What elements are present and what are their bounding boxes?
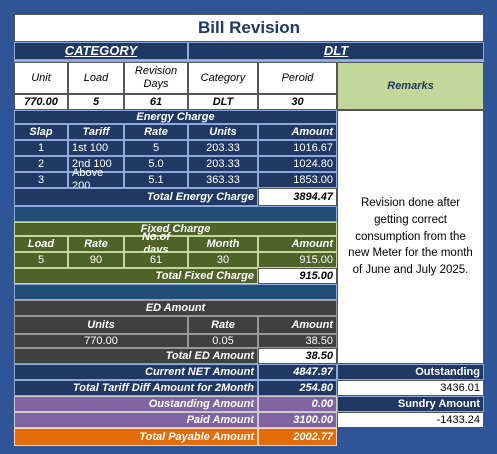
fixed-cell: 30 [188,252,258,268]
energy-cell: Above 200 [68,167,124,192]
total-value: 3894.47 [258,188,337,206]
category-value: DLT [188,42,484,60]
summary-value: 2002.77 [258,428,337,446]
section-title: ED Amount [14,300,337,316]
energy-cell: 5.0 [124,156,188,172]
spacer [14,284,337,300]
remarks-text: Revision done after getting correct cons… [337,110,484,364]
fixed-cell: 5 [14,252,68,268]
total-label: Total ED Amount [14,348,258,364]
info-header: Load [68,62,124,94]
info-value: 61 [124,94,188,110]
column-header: Amount [258,236,337,252]
energy-cell: 2nd 100 [68,156,124,172]
spacer [14,60,484,62]
column-header: Tariff [68,124,124,140]
summary-label: Oustanding Amount [14,396,258,412]
category-label: CATEGORY [14,42,188,60]
info-header: Unit [14,62,68,94]
side-label: Sundry Amount [337,396,484,412]
info-value: 30 [258,94,337,110]
energy-cell: 1st 100 [68,140,124,156]
energy-cell: 2 [14,156,68,172]
total-label: Total Fixed Charge [14,268,258,284]
spacer [14,206,337,222]
info-header: Category [188,62,258,94]
column-header: Rate [68,236,124,252]
energy-cell: 1024.80 [258,156,337,172]
energy-cell: 1853.00 [258,172,337,188]
energy-cell: 1 [14,140,68,156]
column-header: Units [188,124,258,140]
section-title: Fixed Charge [14,222,337,236]
side-value: 3436.01 [337,380,484,396]
title: Bill Revision [14,14,484,42]
side-value: -1433.24 [337,412,484,428]
energy-cell: 203.33 [188,140,258,156]
energy-cell: 5.1 [124,172,188,188]
remarks-title: Remarks [337,62,484,110]
info-value: DLT [188,94,258,110]
fixed-cell: 915.00 [258,252,337,268]
info-header: Peroid [258,62,337,94]
energy-cell: 5 [124,140,188,156]
summary-label: Total Payable Amount [14,428,258,446]
total-label: Total Energy Charge [14,188,258,206]
column-header: Amount [258,124,337,140]
info-value: 770.00 [14,94,68,110]
ed-cell: 770.00 [14,334,188,348]
column-header: Rate [124,124,188,140]
column-header: Load [14,236,68,252]
side-label: Outstanding [337,364,484,380]
ed-cell: 38.50 [258,334,337,348]
column-header: Rate [188,316,258,334]
summary-value: 254.80 [258,380,337,396]
summary-value: 3100.00 [258,412,337,428]
energy-cell: 203.33 [188,156,258,172]
total-value: 38.50 [258,348,337,364]
info-value: 5 [68,94,124,110]
ed-cell: 0.05 [188,334,258,348]
column-header: Slap [14,124,68,140]
fixed-cell: 90 [68,252,124,268]
column-header: Month [188,236,258,252]
summary-label: Current NET Amount [14,364,258,380]
energy-cell: 363.33 [188,172,258,188]
summary-value: 4847.97 [258,364,337,380]
section-title: Energy Charge [14,110,337,124]
fixed-cell: 61 [124,252,188,268]
column-header: Amount [258,316,337,334]
summary-label: Total Tariff Diff Amount for 2Month [14,380,258,396]
summary-label: Paid Amount [14,412,258,428]
column-header: Units [14,316,188,334]
summary-value: 0.00 [258,396,337,412]
total-value: 915.00 [258,268,337,284]
energy-cell: 1016.67 [258,140,337,156]
info-header: Revision Days [124,62,188,94]
column-header: No.of days [124,231,188,256]
energy-cell: 3 [14,172,68,188]
